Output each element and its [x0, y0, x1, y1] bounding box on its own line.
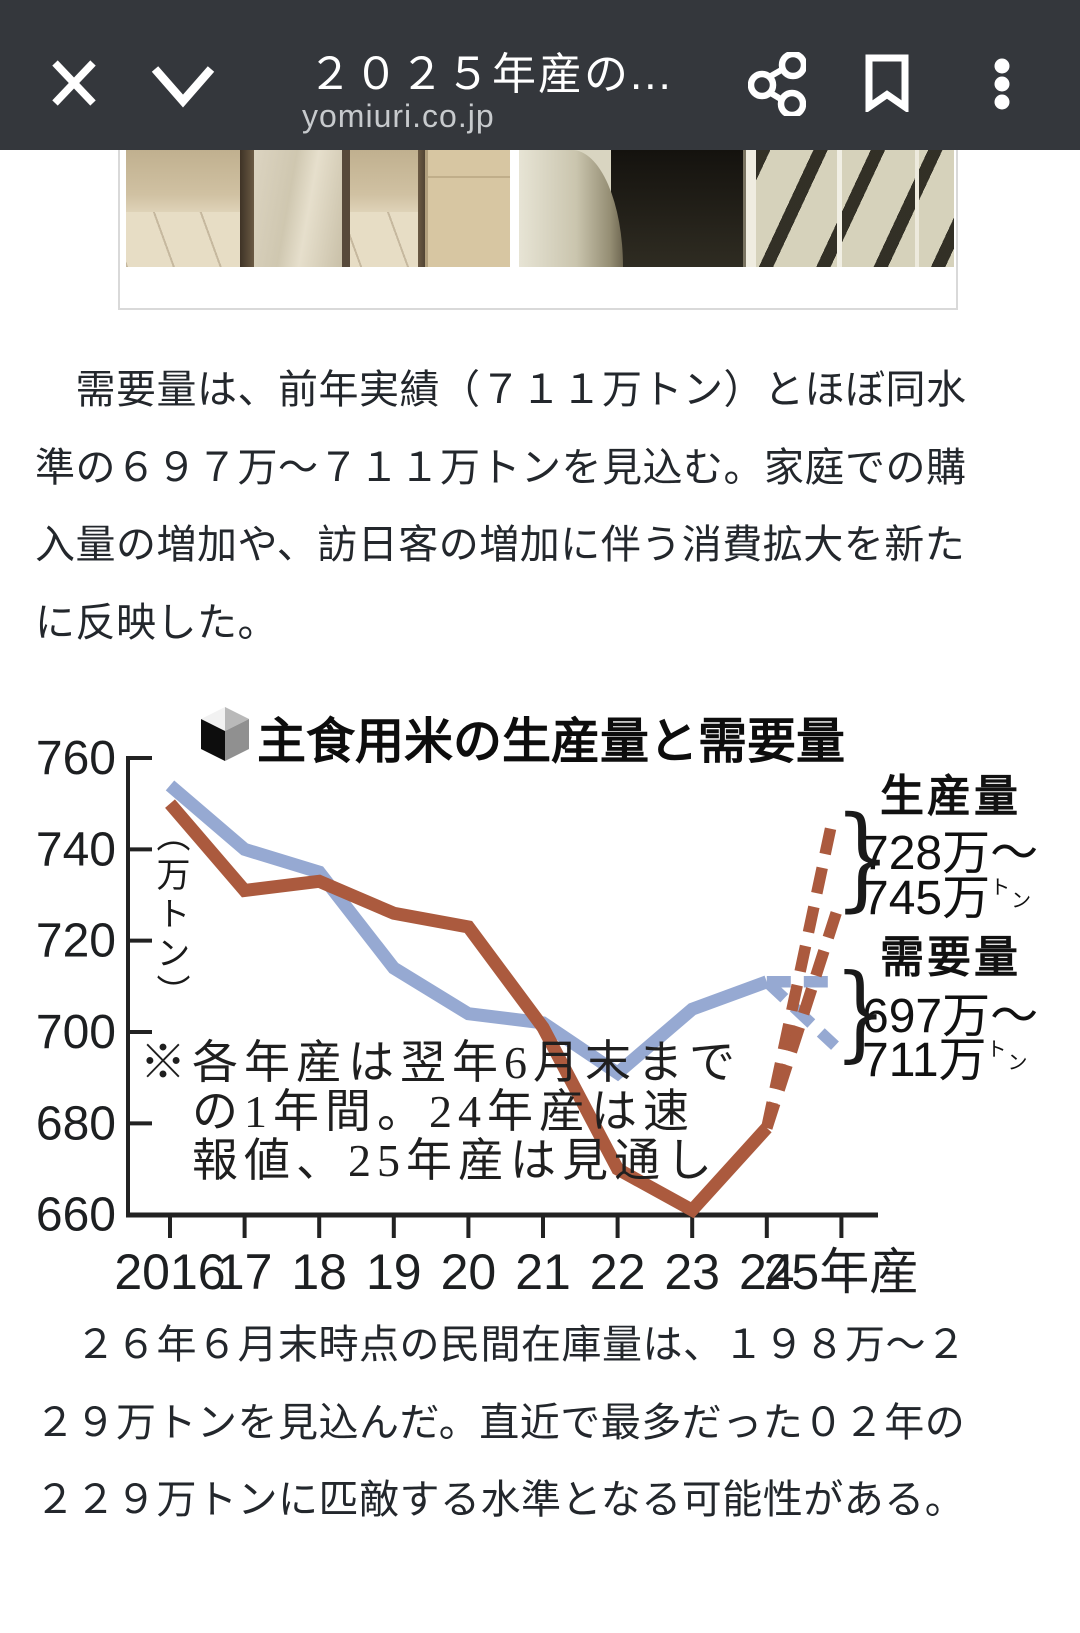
- forecast-dashed-low-demand: [762, 977, 839, 1050]
- y-tick-label: 680: [36, 1097, 116, 1150]
- share-button[interactable]: [747, 50, 808, 119]
- ton-unit-superscript: トン: [986, 1039, 1029, 1074]
- photo-right-glass-edge: [915, 150, 919, 267]
- series-line-demand: [165, 780, 770, 1082]
- bookmark-icon: [865, 54, 909, 114]
- x-tick-label: 2016: [114, 1244, 225, 1300]
- y-tick-label: 700: [36, 1006, 116, 1059]
- x-tick-label: 19: [366, 1244, 422, 1300]
- photo-right-interior: [611, 150, 743, 267]
- ton-unit-superscript: トン: [990, 877, 1033, 912]
- article-photo-right[interactable]: [519, 150, 954, 267]
- legend-demand-range-high: 711万トン: [862, 1034, 1029, 1087]
- legend-demand-range-low: 697万～: [862, 990, 1039, 1043]
- x-tick-label: 17: [217, 1244, 273, 1300]
- y-tick-label: 660: [36, 1189, 116, 1242]
- demand-range-brace: }: [834, 951, 887, 1073]
- photo-right-pavement: [756, 150, 954, 267]
- photo-right-glass-edge: [837, 150, 842, 267]
- article-photo-left[interactable]: [126, 150, 510, 267]
- x-tick-label: 25年産: [764, 1244, 920, 1300]
- chart-title: 主食用米の生産量と需要量: [257, 715, 846, 769]
- browser-top-bar: ２０２５年産の... yomiuri.co.jp: [0, 0, 1080, 150]
- y-axis-unit-label: （万トン）: [151, 818, 189, 1013]
- legend-production-range-high: 745万トン: [862, 872, 1033, 925]
- y-tick-label: 760: [36, 732, 116, 785]
- article-photo-card: [118, 150, 958, 310]
- share-icon: [747, 50, 808, 119]
- rice-production-demand-chart[interactable]: 760 740 720 700 680 660 2016 17 18 19 20 21 22 23 24 25…: [0, 690, 1080, 1302]
- photo-left-door-frame: [342, 150, 350, 267]
- photo-left-pillar: [425, 150, 510, 267]
- y-tick-label: 720: [36, 915, 116, 968]
- cube-bullet-icon: [201, 707, 249, 761]
- close-icon: [52, 60, 96, 106]
- x-tick-label: 21: [515, 1244, 571, 1300]
- y-tick-label: 740: [36, 823, 116, 876]
- x-tick-label: 20: [441, 1244, 497, 1300]
- x-tick-label: 18: [291, 1244, 347, 1300]
- close-button[interactable]: [50, 58, 98, 108]
- production-range-brace: }: [834, 793, 892, 923]
- article-paragraph-stock: ２６年６月末時点の民間在庫量は、１９８万～２ ２９万トンを見込んだ。直近で最多だ…: [35, 1323, 967, 1522]
- page-domain: yomiuri.co.jp: [302, 98, 495, 134]
- x-tick-label: 23: [664, 1244, 720, 1300]
- kebab-menu-icon: [994, 58, 1010, 110]
- series-line-production: [165, 799, 772, 1219]
- collapse-button[interactable]: [150, 62, 216, 108]
- article-paragraph-demand: 需要量は、前年実績（７１１万トン）とほぼ同水 準の６９７万～７１１万トンを見込む…: [35, 368, 967, 645]
- x-tick-label: 24: [739, 1244, 795, 1300]
- photo-left-door-frame: [240, 150, 254, 267]
- photo-left-glass-door: [254, 150, 342, 267]
- chart-footnote: ※各年産は翌年6月末まで の1年間。24年産は速 報値、25年産は見通し: [140, 1037, 741, 1186]
- legend-demand-label: 需要量: [880, 933, 1021, 982]
- legend-production-label: 生産量: [880, 772, 1021, 821]
- chevron-down-icon: [151, 66, 215, 108]
- overflow-menu-button[interactable]: [992, 56, 1012, 112]
- legend-production-range-low: 728万～: [862, 827, 1039, 880]
- x-tick-label: 22: [590, 1244, 646, 1300]
- bookmark-button[interactable]: [864, 54, 910, 114]
- page-title: ２０２５年産の...: [308, 50, 673, 99]
